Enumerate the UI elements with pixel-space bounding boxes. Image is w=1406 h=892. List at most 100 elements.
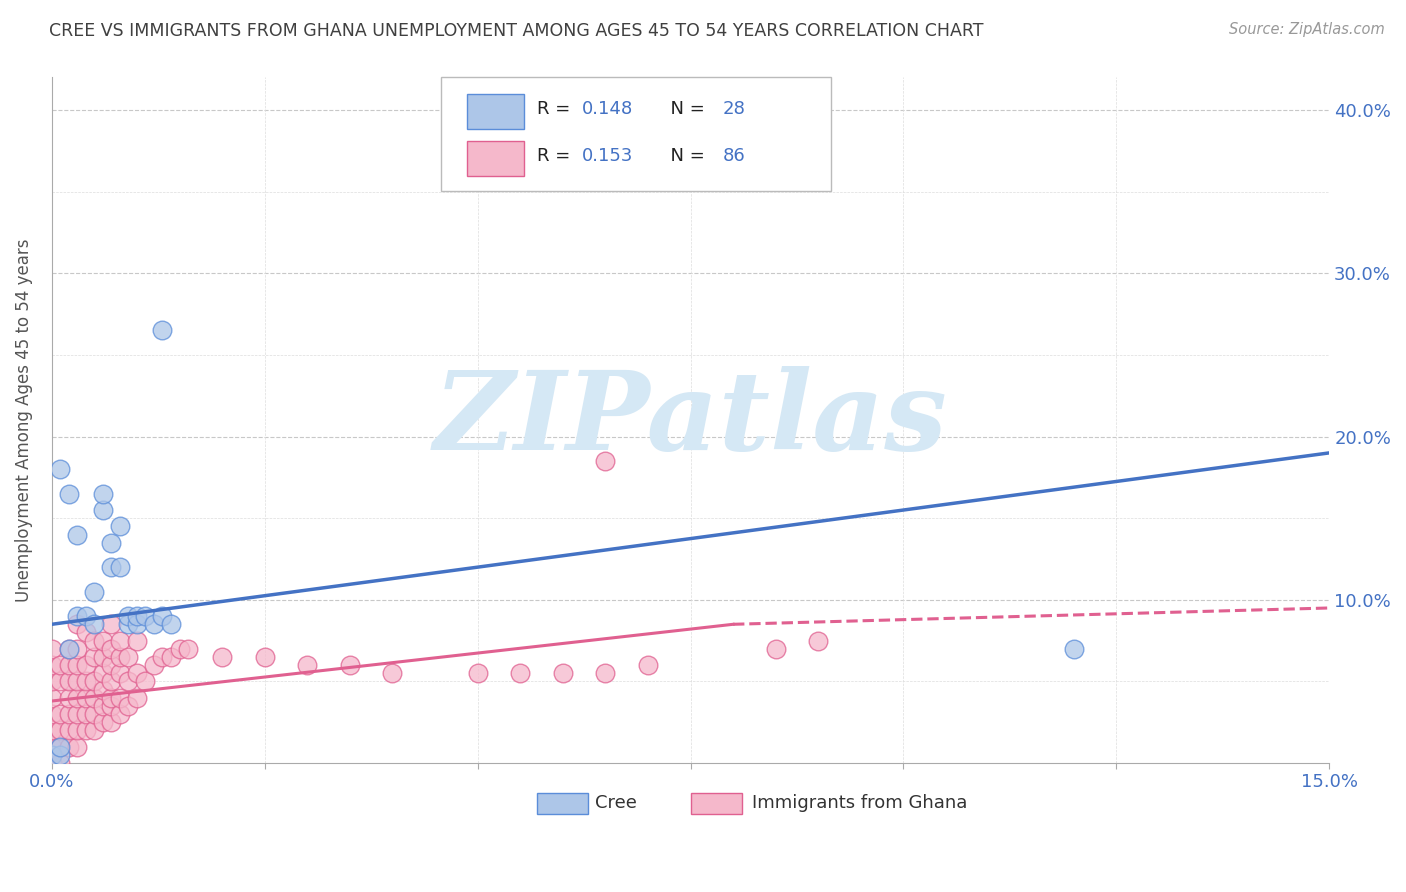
- Point: [125, 633, 148, 648]
- Point: [100, 674, 122, 689]
- FancyBboxPatch shape: [467, 141, 524, 176]
- Point: [100, 535, 122, 549]
- Point: [41, 658, 63, 673]
- Point: [339, 658, 361, 673]
- Point: [1063, 641, 1085, 656]
- Point: [595, 454, 617, 468]
- Point: [100, 658, 122, 673]
- Point: [91, 649, 114, 664]
- Point: [49, 658, 72, 673]
- FancyBboxPatch shape: [441, 78, 831, 191]
- Point: [49, 739, 72, 754]
- Point: [49, 674, 72, 689]
- Point: [142, 617, 165, 632]
- Point: [75, 690, 97, 705]
- Point: [297, 658, 319, 673]
- Point: [160, 649, 183, 664]
- Point: [58, 723, 80, 738]
- Point: [66, 690, 89, 705]
- Point: [125, 617, 148, 632]
- Point: [83, 633, 105, 648]
- Text: Immigrants from Ghana: Immigrants from Ghana: [752, 795, 967, 813]
- Point: [100, 560, 122, 574]
- Point: [509, 666, 531, 681]
- Point: [41, 739, 63, 754]
- Point: [108, 649, 131, 664]
- Point: [58, 674, 80, 689]
- Text: CREE VS IMMIGRANTS FROM GHANA UNEMPLOYMENT AMONG AGES 45 TO 54 YEARS CORRELATION: CREE VS IMMIGRANTS FROM GHANA UNEMPLOYME…: [49, 22, 984, 40]
- Point: [91, 503, 114, 517]
- Point: [75, 723, 97, 738]
- Point: [41, 674, 63, 689]
- Point: [117, 674, 139, 689]
- Point: [117, 698, 139, 713]
- Text: 28: 28: [723, 100, 745, 118]
- Point: [75, 625, 97, 640]
- Point: [66, 723, 89, 738]
- Point: [49, 707, 72, 722]
- Point: [169, 641, 191, 656]
- Point: [75, 707, 97, 722]
- Point: [100, 690, 122, 705]
- Point: [83, 584, 105, 599]
- Point: [66, 739, 89, 754]
- Point: [58, 658, 80, 673]
- Point: [91, 633, 114, 648]
- Point: [58, 707, 80, 722]
- Point: [108, 560, 131, 574]
- Point: [100, 698, 122, 713]
- Point: [125, 666, 148, 681]
- Point: [49, 723, 72, 738]
- Point: [100, 617, 122, 632]
- Point: [117, 617, 139, 632]
- Point: [177, 641, 200, 656]
- Point: [117, 609, 139, 624]
- Point: [66, 641, 89, 656]
- Point: [125, 609, 148, 624]
- Point: [108, 690, 131, 705]
- Point: [66, 609, 89, 624]
- Text: Source: ZipAtlas.com: Source: ZipAtlas.com: [1229, 22, 1385, 37]
- Point: [58, 641, 80, 656]
- Point: [134, 674, 156, 689]
- Point: [83, 707, 105, 722]
- Point: [108, 666, 131, 681]
- Point: [152, 323, 174, 337]
- Point: [91, 715, 114, 730]
- Point: [66, 674, 89, 689]
- Point: [100, 641, 122, 656]
- FancyBboxPatch shape: [467, 95, 524, 129]
- FancyBboxPatch shape: [537, 792, 588, 814]
- Point: [807, 633, 830, 648]
- Text: N =: N =: [658, 147, 710, 165]
- Point: [83, 649, 105, 664]
- Point: [211, 649, 233, 664]
- Text: 86: 86: [723, 147, 745, 165]
- Point: [75, 674, 97, 689]
- Point: [765, 641, 787, 656]
- Point: [91, 682, 114, 697]
- Point: [637, 658, 659, 673]
- Point: [41, 723, 63, 738]
- FancyBboxPatch shape: [690, 792, 741, 814]
- Point: [83, 617, 105, 632]
- Point: [467, 144, 489, 158]
- Point: [75, 609, 97, 624]
- Text: Cree: Cree: [595, 795, 637, 813]
- Point: [108, 633, 131, 648]
- Point: [66, 527, 89, 541]
- Point: [160, 617, 183, 632]
- Point: [58, 641, 80, 656]
- Point: [49, 462, 72, 476]
- Point: [108, 707, 131, 722]
- Point: [58, 486, 80, 500]
- Point: [142, 658, 165, 673]
- Point: [49, 756, 72, 770]
- Point: [467, 666, 489, 681]
- Text: R =: R =: [537, 100, 576, 118]
- Text: 0.153: 0.153: [582, 147, 633, 165]
- Point: [108, 519, 131, 533]
- Text: 0.148: 0.148: [582, 100, 633, 118]
- Text: N =: N =: [658, 100, 710, 118]
- Point: [152, 649, 174, 664]
